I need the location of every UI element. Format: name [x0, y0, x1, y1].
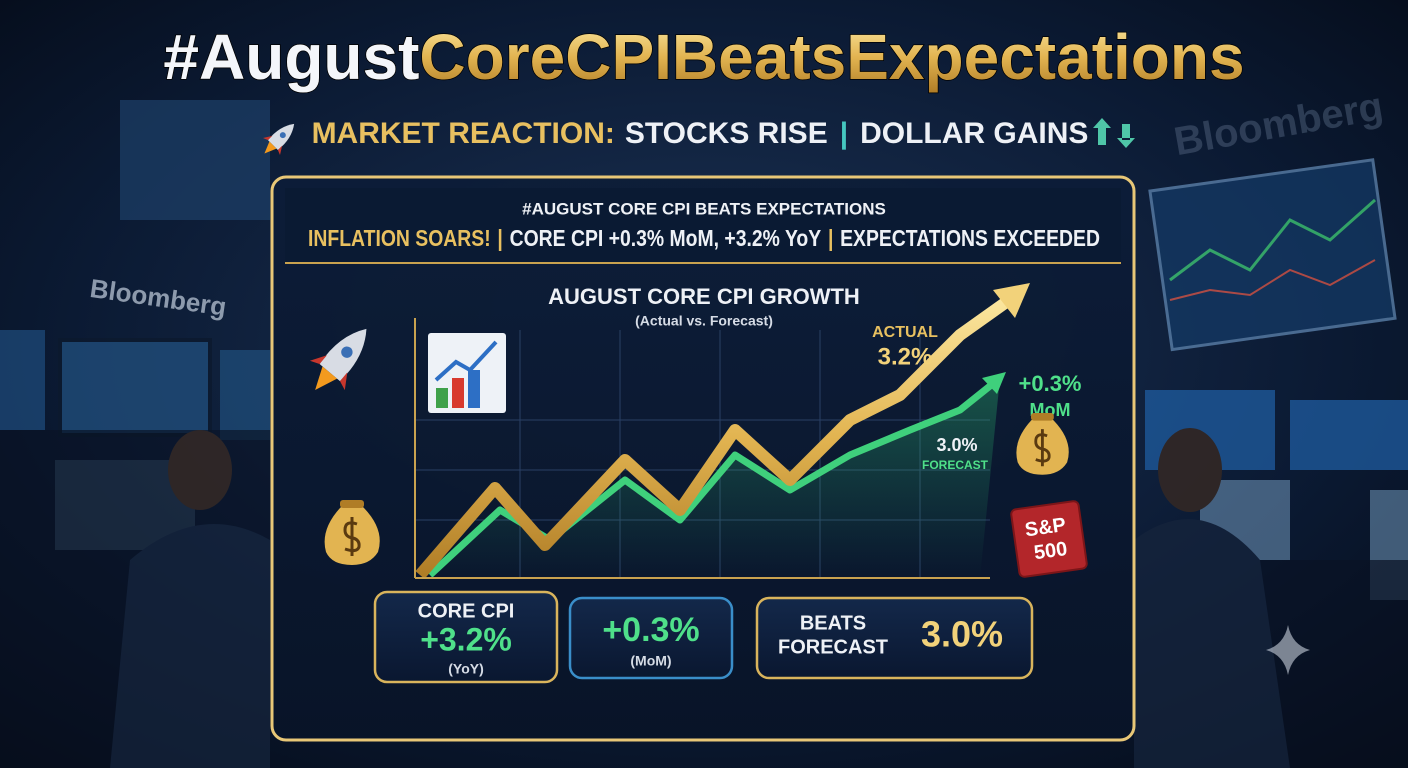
sp500-badge	[1010, 500, 1088, 578]
panel-hashtag: #AUGUST CORE CPI BEATS EXPECTATIONS	[522, 199, 886, 218]
card	[755, 596, 1034, 680]
headline-outcome: EXPECTATIONS EXCEEDED	[840, 225, 1100, 251]
reaction-dollar: DOLLAR GAINS	[860, 117, 1088, 150]
forecast-label: FORECAST	[922, 458, 989, 472]
mom-value: +0.3%	[1019, 371, 1082, 396]
separator: |	[828, 225, 833, 251]
panel-headline: INFLATION SOARS!| CORE CPI +0.3% MoM, +3.…	[308, 225, 1100, 251]
headline: INFLATION SOARS!	[308, 225, 491, 251]
forecast-area	[430, 378, 1000, 578]
trader-head	[1158, 428, 1222, 512]
actual-value: 3.2%	[878, 343, 933, 370]
title-part: CoreCPIBeatsExpectations	[419, 21, 1244, 93]
trader-body	[110, 524, 270, 768]
card-value: +0.3%	[602, 611, 699, 649]
up-down-arrows	[1093, 118, 1135, 148]
monitor-graph	[1169, 198, 1376, 282]
card-note: (MoM)	[630, 653, 671, 669]
card-title: BEATS	[800, 612, 866, 634]
main-title: #AugustCoreCPIBeatsExpectations	[163, 21, 1244, 93]
rocket-icon	[309, 328, 367, 391]
card-title: CORE CPI	[418, 600, 515, 622]
headline-detail: CORE CPI +0.3% MoM, +3.2% YoY	[510, 225, 822, 251]
separator: |	[497, 225, 502, 251]
trader-head	[168, 430, 232, 510]
monitor	[120, 100, 270, 220]
trader-body	[1134, 519, 1290, 768]
card	[568, 596, 734, 680]
card-note: (YoY)	[448, 661, 484, 677]
reaction-label: MARKET REACTION:	[312, 117, 615, 150]
card-value: 3.0%	[921, 614, 1003, 655]
monitor	[0, 330, 45, 430]
badge-text: 500	[1033, 538, 1069, 564]
chart-icon	[428, 333, 506, 413]
rocket-icon	[263, 123, 295, 155]
money-bag-icon	[324, 500, 380, 565]
monitor-graph	[1169, 259, 1376, 301]
actual-arrowhead	[993, 283, 1030, 318]
monitor	[220, 350, 270, 440]
trading-floor: Bloomberg Bloomberg	[0, 84, 1408, 768]
money-bag-icon	[1016, 413, 1069, 475]
chart-subtitle: (Actual vs. Forecast)	[635, 313, 773, 329]
sparkle	[1266, 625, 1310, 675]
forecast-value: 3.0%	[936, 435, 977, 455]
monitor	[1148, 158, 1397, 352]
card-title: FORECAST	[778, 636, 888, 658]
separator: |	[840, 117, 848, 150]
market-reaction: MARKET REACTION: STOCKS RISE | DOLLAR GAINS	[312, 117, 1089, 150]
actual-line	[415, 293, 1016, 579]
card-value: +3.2%	[420, 621, 512, 657]
panel-header	[285, 188, 1121, 262]
forecast-arrowhead	[982, 372, 1006, 394]
monitor	[1290, 400, 1408, 470]
reaction-stocks: STOCKS RISE	[625, 117, 828, 150]
chart-title: AUGUST CORE CPI GROWTH	[548, 284, 860, 309]
card	[373, 590, 559, 684]
actual-label: ACTUAL	[872, 324, 938, 341]
title-part: #August	[163, 21, 419, 93]
monitor	[58, 338, 212, 437]
